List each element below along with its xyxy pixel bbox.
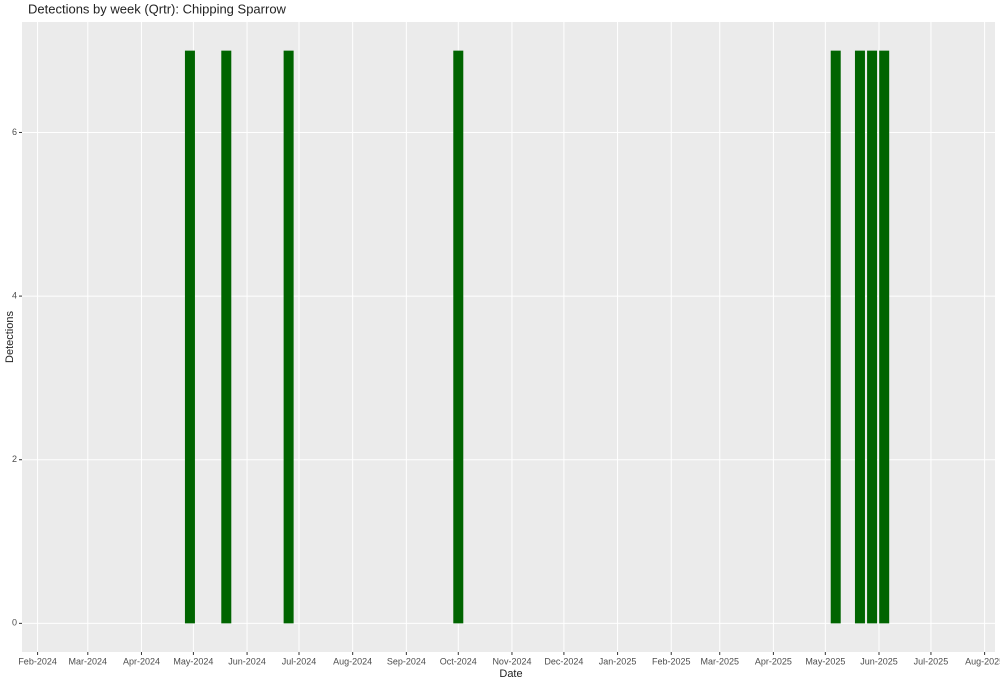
x-tick-label: Jun-2025 bbox=[860, 656, 898, 666]
bar bbox=[867, 50, 878, 624]
bar bbox=[830, 50, 841, 624]
bar bbox=[221, 50, 232, 624]
x-tick-label: Jul-2024 bbox=[282, 656, 317, 666]
x-tick-label: Mar-2024 bbox=[69, 656, 108, 666]
x-tick-label: Jul-2025 bbox=[914, 656, 949, 666]
x-tick-label: Apr-2024 bbox=[123, 656, 160, 666]
x-tick-label: Jun-2024 bbox=[228, 656, 266, 666]
x-tick-label: Nov-2024 bbox=[492, 656, 531, 666]
chart-title: Detections by week (Qrtr): Chipping Spar… bbox=[28, 1, 287, 16]
x-tick-label: Jan-2025 bbox=[599, 656, 637, 666]
bar bbox=[854, 50, 865, 624]
x-tick-label: Aug-2024 bbox=[333, 656, 372, 666]
y-tick-label: 6 bbox=[12, 127, 17, 137]
y-tick-label: 4 bbox=[12, 290, 17, 300]
x-tick-label: May-2024 bbox=[173, 656, 213, 666]
x-tick-label: Aug-2025 bbox=[965, 656, 1000, 666]
x-tick-label: Sep-2024 bbox=[387, 656, 426, 666]
bar bbox=[184, 50, 195, 624]
bar bbox=[453, 50, 464, 624]
x-axis-label: Date bbox=[499, 668, 522, 680]
x-tick-label: Feb-2025 bbox=[652, 656, 691, 666]
y-axis-label: Detections bbox=[4, 311, 16, 363]
x-tick-label: Mar-2025 bbox=[700, 656, 739, 666]
bar bbox=[879, 50, 890, 624]
plot-panel bbox=[22, 22, 995, 652]
y-tick-label: 0 bbox=[12, 618, 17, 628]
x-tick-label: Apr-2025 bbox=[755, 656, 792, 666]
y-tick-label: 2 bbox=[12, 454, 17, 464]
x-tick-label: Dec-2024 bbox=[544, 656, 583, 666]
bar bbox=[283, 50, 294, 624]
x-tick-label: Feb-2024 bbox=[18, 656, 57, 666]
x-tick-label: May-2025 bbox=[805, 656, 845, 666]
x-tick-label: Oct-2024 bbox=[440, 656, 477, 666]
